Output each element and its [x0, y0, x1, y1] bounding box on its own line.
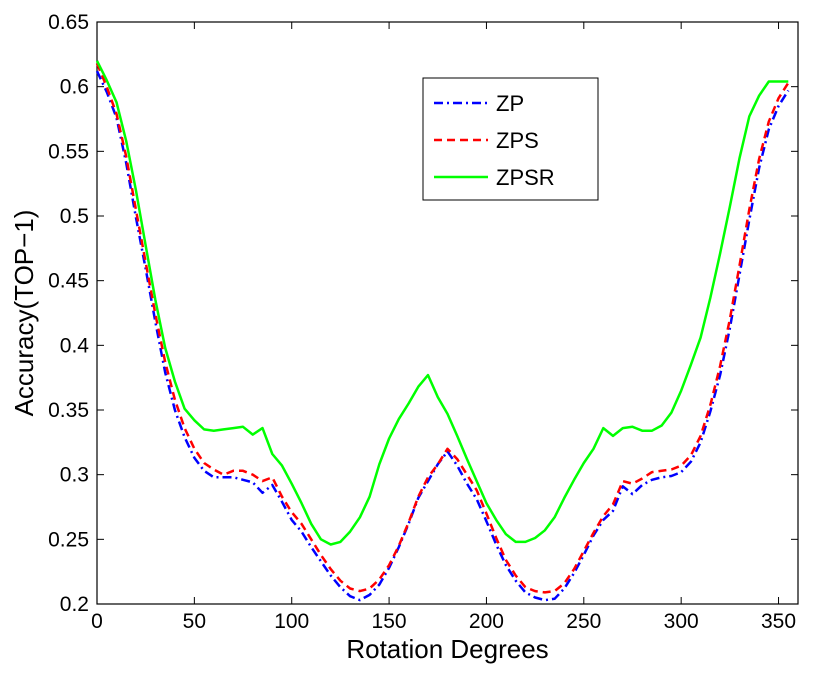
x-axis-label: Rotation Degrees — [346, 634, 548, 664]
x-tick-label: 0 — [91, 610, 103, 633]
x-tick-label: 100 — [274, 610, 309, 633]
series-line-zpsr — [95, 60, 789, 546]
legend-label-zps: ZPS — [496, 128, 539, 153]
y-tick-label: 0.55 — [48, 140, 89, 163]
y-tick-label: 0.2 — [60, 593, 89, 616]
y-tick-label: 0.3 — [60, 464, 89, 487]
legend-entries: ZP ZPS ZPSR — [434, 91, 555, 190]
y-tick-label: 0.35 — [48, 399, 89, 422]
series-lines — [95, 60, 790, 602]
axis-ticks: 0 50 100 150 200 250 300 350 0.2 0.25 0.3 0.35 0.4 0.… — [48, 11, 798, 633]
y-tick-label: 0.5 — [60, 205, 89, 228]
x-tick-label: 250 — [566, 610, 601, 633]
series-line-zps — [95, 62, 790, 594]
y-axis-label: Accuracy(TOP−1) — [9, 210, 39, 417]
y-tick-label: 0.25 — [48, 528, 89, 551]
series-line-zp — [95, 70, 790, 602]
x-tick-label: 350 — [761, 610, 796, 633]
x-tick-label: 200 — [469, 610, 504, 633]
y-tick-label: 0.6 — [60, 76, 89, 99]
x-tick-label: 50 — [183, 610, 206, 633]
y-tick-label: 0.4 — [60, 334, 90, 357]
x-tick-label: 300 — [664, 610, 699, 633]
y-tick-label: 0.65 — [48, 11, 89, 34]
y-tick-label: 0.45 — [48, 270, 89, 293]
legend: ZP ZPS ZPSR — [422, 77, 599, 201]
legend-label-zpsr: ZPSR — [496, 165, 555, 190]
x-tick-label: 150 — [372, 610, 407, 633]
legend-label-zp: ZP — [496, 91, 524, 116]
